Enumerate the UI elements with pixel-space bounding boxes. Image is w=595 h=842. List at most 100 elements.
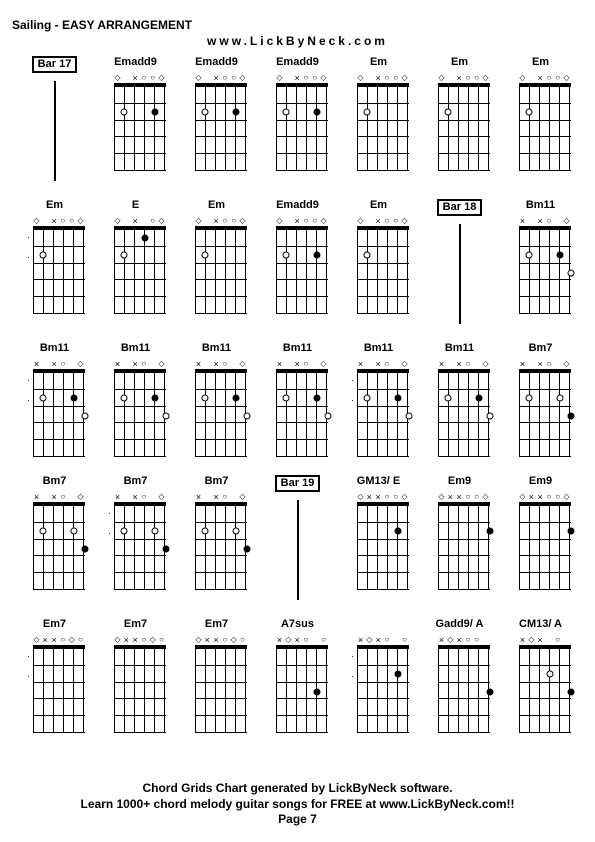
bar-line xyxy=(459,224,461,324)
fretboard xyxy=(519,369,571,457)
chord-diagram: Bm11 xyxy=(261,342,334,457)
nut-markers xyxy=(519,216,571,226)
finger-dot xyxy=(476,395,483,402)
finger-dot xyxy=(39,528,46,535)
finger-dot xyxy=(81,413,88,420)
nut-markers xyxy=(114,492,166,502)
fretboard xyxy=(438,502,490,590)
left-marker xyxy=(187,635,195,651)
fretboard xyxy=(195,226,247,314)
chord-name: Emadd9 xyxy=(276,199,319,214)
nut-markers xyxy=(195,359,247,369)
nut-markers xyxy=(438,492,490,502)
chord-name: Em xyxy=(46,199,63,214)
chord-name: Em7 xyxy=(205,618,228,633)
fretboard xyxy=(114,502,166,590)
fretboard xyxy=(438,369,490,457)
finger-dot xyxy=(71,395,78,402)
fretboard xyxy=(438,83,490,171)
finger-dot xyxy=(152,395,159,402)
chord-diagram: Bm7 xyxy=(18,475,91,600)
finger-dot xyxy=(152,109,159,116)
chord-diagram: Bm11 xyxy=(180,342,253,457)
left-marker xyxy=(511,73,519,89)
finger-dot xyxy=(314,395,321,402)
bar-line xyxy=(297,500,299,600)
fretboard xyxy=(195,369,247,457)
finger-dot xyxy=(282,252,289,259)
finger-dot xyxy=(282,109,289,116)
chord-diagram: Em xyxy=(180,199,253,324)
left-marker xyxy=(187,216,195,232)
page-subtitle: www.LickByNeck.com xyxy=(12,34,583,48)
chord-name: Emadd9 xyxy=(276,56,319,71)
chord-diagram: E xyxy=(99,199,172,324)
fretboard xyxy=(519,645,571,733)
chord-diagram: Em xyxy=(423,56,496,181)
left-marker: ·· xyxy=(349,359,357,405)
nut-markers xyxy=(114,216,166,226)
left-marker xyxy=(268,635,276,651)
chord-diagram: Bm11·· xyxy=(342,342,415,457)
chord-diagram: Em xyxy=(342,199,415,324)
bar-label: Bar 18 xyxy=(437,199,483,216)
nut-markers xyxy=(276,635,328,645)
finger-dot xyxy=(201,109,208,116)
left-marker: ·· xyxy=(25,216,33,262)
left-marker xyxy=(511,492,519,508)
finger-dot xyxy=(557,395,564,402)
chord-name: Em xyxy=(370,56,387,71)
left-marker xyxy=(430,73,438,89)
finger-dot xyxy=(141,234,148,241)
chord-name: Em xyxy=(532,56,549,71)
nut-markers xyxy=(114,359,166,369)
chord-name: Bm11 xyxy=(202,342,231,357)
left-marker xyxy=(268,359,276,375)
chord-name: Em7 xyxy=(43,618,66,633)
chord-name xyxy=(377,618,380,633)
nut-markers xyxy=(357,216,409,226)
finger-dot xyxy=(444,109,451,116)
chord-name: Bm7 xyxy=(205,475,229,490)
finger-dot xyxy=(39,395,46,402)
left-marker xyxy=(511,359,519,375)
fretboard xyxy=(195,83,247,171)
fretboard xyxy=(276,83,328,171)
bar-marker: Bar 19 xyxy=(261,475,334,600)
footer-line2: Learn 1000+ chord melody guitar songs fo… xyxy=(0,797,595,813)
chord-name: Em9 xyxy=(529,475,552,490)
fretboard xyxy=(357,502,409,590)
fretboard xyxy=(519,502,571,590)
nut-markers xyxy=(519,635,571,645)
chord-diagram: Bm11 xyxy=(99,342,172,457)
chord-name: Emadd9 xyxy=(114,56,157,71)
finger-dot xyxy=(81,546,88,553)
left-marker xyxy=(430,492,438,508)
chord-diagram: Bm11 xyxy=(423,342,496,457)
finger-dot xyxy=(120,252,127,259)
bar-label: Bar 19 xyxy=(275,475,321,492)
nut-markers xyxy=(33,492,85,502)
left-marker xyxy=(430,359,438,375)
finger-dot xyxy=(120,395,127,402)
bar-line xyxy=(54,81,56,181)
finger-dot xyxy=(363,252,370,259)
finger-dot xyxy=(525,109,532,116)
chord-diagram: Emadd9 xyxy=(261,56,334,181)
finger-dot xyxy=(486,413,493,420)
nut-markers xyxy=(195,216,247,226)
chord-diagram: CM13/ A xyxy=(504,618,577,733)
nut-markers xyxy=(357,635,409,645)
left-marker: ·· xyxy=(349,635,357,681)
finger-dot xyxy=(557,252,564,259)
left-marker xyxy=(106,216,114,232)
chord-diagram: Bm11 xyxy=(504,199,577,324)
finger-dot xyxy=(444,395,451,402)
chord-diagram: Bm7 xyxy=(504,342,577,457)
finger-dot xyxy=(314,109,321,116)
chord-diagram: Em9 xyxy=(423,475,496,600)
finger-dot xyxy=(243,413,250,420)
nut-markers xyxy=(33,359,85,369)
fretboard xyxy=(357,83,409,171)
left-marker xyxy=(187,359,195,375)
